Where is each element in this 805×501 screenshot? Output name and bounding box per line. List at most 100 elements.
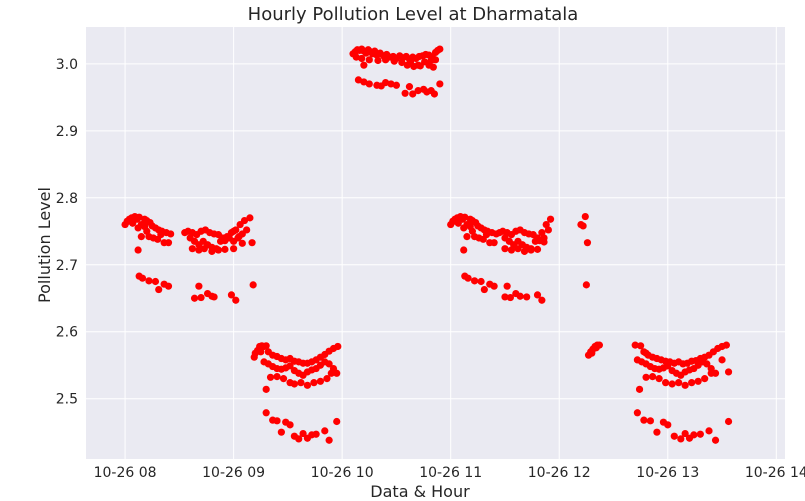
data-point — [354, 76, 363, 84]
y-tick-label: 2.8 — [56, 191, 78, 207]
data-point — [195, 282, 203, 290]
data-point — [403, 61, 411, 69]
data-point — [210, 293, 218, 301]
data-point — [468, 227, 477, 235]
data-point — [414, 87, 422, 95]
data-point — [257, 348, 265, 356]
data-point — [195, 246, 203, 254]
data-point — [238, 239, 246, 247]
data-point — [297, 379, 305, 387]
data-point — [190, 294, 199, 302]
data-point — [360, 61, 368, 69]
data-point — [701, 375, 709, 383]
data-point — [506, 293, 514, 302]
y-tick-label: 2.6 — [56, 325, 78, 341]
data-point — [235, 233, 243, 241]
data-point — [670, 432, 678, 440]
data-point — [243, 226, 251, 234]
data-point — [633, 409, 641, 417]
data-point — [333, 369, 341, 377]
data-point — [582, 281, 590, 289]
data-point — [583, 239, 592, 247]
x-tick-label: 10-26 11 — [419, 465, 482, 481]
data-point — [655, 375, 663, 383]
data-point — [640, 416, 648, 424]
data-point — [664, 362, 672, 370]
data-point — [360, 78, 368, 86]
data-point — [431, 56, 440, 64]
data-point — [155, 285, 163, 294]
data-point — [707, 369, 715, 377]
data-point — [480, 285, 488, 294]
data-point — [401, 89, 409, 97]
y-tick-label: 2.5 — [56, 392, 78, 408]
data-point — [688, 379, 696, 387]
data-point — [145, 277, 153, 285]
data-point — [325, 360, 333, 368]
data-point — [696, 430, 704, 438]
data-point — [390, 57, 398, 65]
data-point — [246, 214, 254, 222]
data-point — [677, 435, 685, 443]
data-point — [325, 436, 333, 444]
y-tick-label: 3.0 — [56, 57, 78, 73]
data-point — [188, 245, 196, 253]
y-tick-label: 2.9 — [56, 124, 78, 140]
x-tick-label: 10-26 08 — [94, 465, 157, 481]
data-point — [454, 219, 462, 227]
data-point — [460, 246, 468, 254]
data-point — [410, 62, 418, 71]
data-point — [290, 380, 298, 388]
data-point — [416, 62, 424, 70]
data-point — [642, 373, 650, 381]
data-point — [538, 296, 546, 304]
data-point — [358, 54, 366, 63]
data-point — [533, 291, 542, 299]
data-point — [334, 342, 342, 351]
y-tick-label: 2.7 — [56, 258, 78, 274]
data-point — [482, 231, 491, 239]
data-point — [631, 341, 639, 349]
data-point — [664, 421, 672, 429]
data-point — [637, 342, 645, 350]
data-point — [523, 293, 531, 301]
data-point — [277, 428, 285, 436]
data-point — [262, 342, 270, 350]
data-point — [266, 373, 275, 381]
data-point — [490, 239, 498, 247]
data-point — [507, 246, 516, 254]
data-point — [279, 375, 288, 383]
data-point — [436, 80, 444, 88]
data-point — [546, 215, 555, 223]
data-point — [310, 379, 318, 387]
data-point — [705, 427, 713, 435]
data-point — [398, 58, 406, 67]
data-point — [516, 292, 524, 300]
data-point — [675, 379, 683, 387]
data-point — [167, 230, 175, 238]
data-point — [694, 377, 702, 385]
data-point — [230, 227, 238, 235]
data-point — [477, 277, 485, 286]
y-axis-label: Pollution Level — [35, 187, 54, 303]
data-point — [321, 427, 329, 435]
data-point — [592, 344, 600, 352]
data-point — [724, 368, 733, 376]
data-point — [690, 431, 698, 439]
data-point — [503, 282, 511, 290]
data-point — [430, 90, 439, 98]
data-point — [365, 80, 373, 88]
data-point — [164, 239, 173, 247]
data-point — [232, 296, 240, 304]
point-cluster — [349, 45, 444, 98]
data-point — [151, 277, 160, 286]
data-point — [157, 231, 165, 239]
data-point — [273, 373, 281, 381]
data-point — [249, 281, 257, 289]
data-point — [588, 349, 596, 357]
data-point — [381, 56, 390, 64]
data-point — [681, 381, 689, 389]
data-point — [722, 341, 730, 349]
data-point — [214, 246, 223, 254]
data-point — [230, 245, 238, 253]
